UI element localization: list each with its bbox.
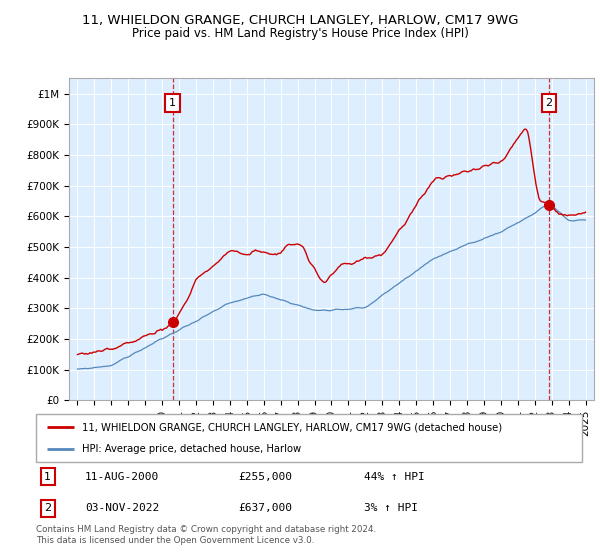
- Text: Contains HM Land Registry data © Crown copyright and database right 2024.
This d: Contains HM Land Registry data © Crown c…: [36, 525, 376, 545]
- Text: Price paid vs. HM Land Registry's House Price Index (HPI): Price paid vs. HM Land Registry's House …: [131, 27, 469, 40]
- Text: 3% ↑ HPI: 3% ↑ HPI: [364, 503, 418, 514]
- Text: 44% ↑ HPI: 44% ↑ HPI: [364, 472, 424, 482]
- Text: £255,000: £255,000: [238, 472, 292, 482]
- Text: 03-NOV-2022: 03-NOV-2022: [85, 503, 160, 514]
- Text: 11, WHIELDON GRANGE, CHURCH LANGLEY, HARLOW, CM17 9WG: 11, WHIELDON GRANGE, CHURCH LANGLEY, HAR…: [82, 14, 518, 27]
- FancyBboxPatch shape: [36, 414, 582, 462]
- Text: 2: 2: [545, 98, 553, 108]
- Text: 2: 2: [44, 503, 52, 514]
- Text: 11, WHIELDON GRANGE, CHURCH LANGLEY, HARLOW, CM17 9WG (detached house): 11, WHIELDON GRANGE, CHURCH LANGLEY, HAR…: [82, 422, 503, 432]
- Text: 11-AUG-2000: 11-AUG-2000: [85, 472, 160, 482]
- Text: HPI: Average price, detached house, Harlow: HPI: Average price, detached house, Harl…: [82, 444, 302, 454]
- Text: 1: 1: [44, 472, 51, 482]
- Text: £637,000: £637,000: [238, 503, 292, 514]
- Text: 1: 1: [169, 98, 176, 108]
